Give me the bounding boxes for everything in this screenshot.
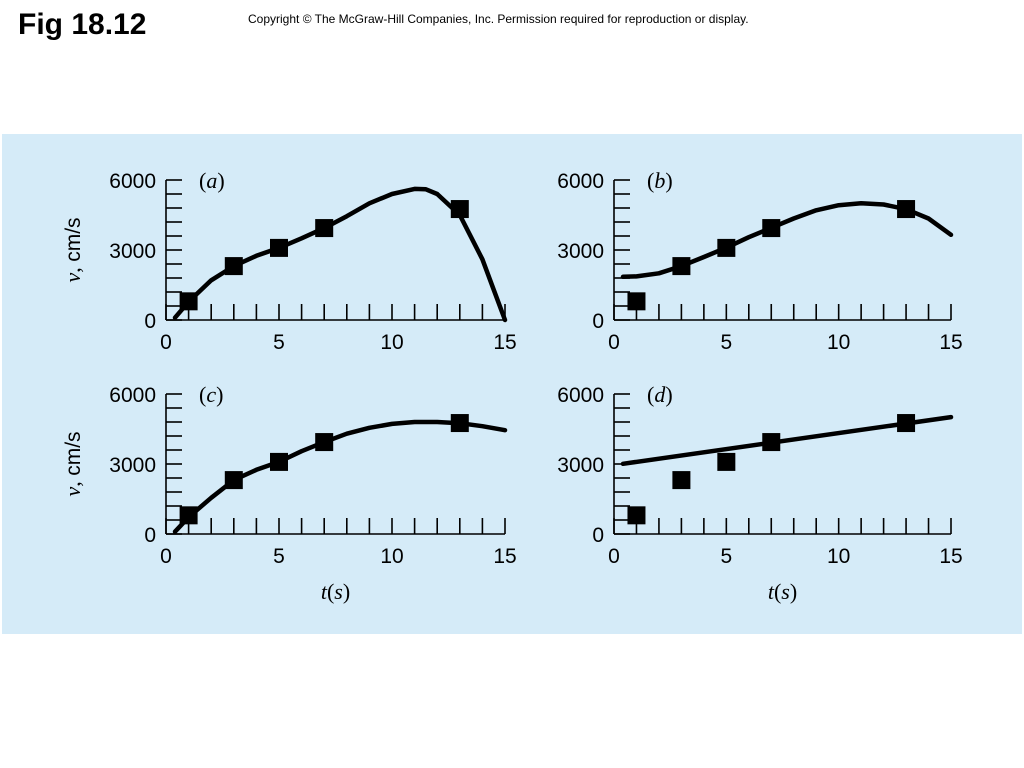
y-tick-label: 6000 — [557, 384, 604, 407]
y-tick-label: 6000 — [109, 170, 156, 193]
x-tick-label: 15 — [939, 331, 962, 354]
y-tick-label: 6000 — [109, 384, 156, 407]
panel-label: (c) — [199, 382, 223, 407]
x-tick-label: 5 — [273, 545, 285, 568]
x-tick-label: 0 — [160, 331, 172, 354]
x-tick-label: 10 — [380, 331, 403, 354]
y-tick-label: 0 — [144, 524, 156, 547]
x-tick-label: 0 — [160, 545, 172, 568]
data-point — [762, 433, 781, 452]
y-axis-title: v, cm/s — [60, 217, 85, 282]
data-point — [672, 257, 691, 276]
x-tick-label: 0 — [608, 331, 620, 354]
x-tick-label: 5 — [720, 331, 732, 354]
x-tick-label: 15 — [939, 545, 962, 568]
data-point — [450, 200, 469, 219]
slide-title: Fig 18.12 — [18, 8, 147, 41]
y-tick-label: 6000 — [557, 170, 604, 193]
fit-curve — [620, 201, 954, 280]
y-tick-label: 3000 — [109, 454, 156, 477]
data-point — [672, 471, 691, 490]
copyright-notice: Copyright © The McGraw-Hill Companies, I… — [248, 12, 749, 26]
data-point — [270, 452, 288, 471]
data-point — [179, 506, 198, 525]
fit-curve — [172, 419, 508, 534]
subplot-c: 0 5 10 15 0 3000 6000 (c) v, cm/s t(s) — [60, 382, 517, 604]
panel-label: (d) — [647, 382, 673, 407]
data-point — [717, 452, 736, 471]
data-point — [224, 257, 243, 276]
x-axis-title: t(s) — [768, 579, 797, 604]
data-point — [762, 219, 781, 238]
data-point — [717, 238, 736, 257]
data-point — [179, 292, 198, 311]
data-point — [627, 506, 646, 525]
panel-label: (a) — [199, 168, 225, 193]
x-tick-label: 15 — [493, 331, 516, 354]
x-tick-label: 15 — [493, 545, 516, 568]
figure-panel: 0 5 10 15 0 3000 6000 (a) v, cm/s 0 5 10 15 0 3000 6000… — [2, 134, 1022, 634]
panel-label: (b) — [647, 168, 673, 193]
data-point — [224, 471, 243, 490]
subplot-a: 0 5 10 15 0 3000 6000 (a) v, cm/s — [60, 168, 517, 354]
x-tick-label: 5 — [273, 331, 285, 354]
x-tick-label: 10 — [827, 331, 850, 354]
data-point — [897, 414, 916, 433]
x-axis-title: t(s) — [321, 579, 350, 604]
y-tick-label: 0 — [592, 524, 604, 547]
y-tick-label: 3000 — [557, 240, 604, 263]
data-point — [897, 200, 916, 219]
data-point — [627, 292, 646, 311]
figure-chart-grid: 0 5 10 15 0 3000 6000 (a) v, cm/s 0 5 10 15 0 3000 6000… — [60, 168, 963, 604]
x-tick-label: 10 — [380, 545, 403, 568]
fit-curve — [620, 414, 954, 467]
data-point — [450, 414, 469, 433]
x-tick-label: 5 — [720, 545, 732, 568]
x-tick-label: 10 — [827, 545, 850, 568]
x-tick-label: 0 — [608, 545, 620, 568]
y-tick-label: 0 — [592, 310, 604, 333]
subplot-b: 0 5 10 15 0 3000 6000 (b) — [557, 168, 962, 354]
subplot-d: 0 5 10 15 0 3000 6000 (d) t(s) — [557, 382, 962, 604]
data-point — [270, 238, 288, 257]
data-point — [315, 433, 334, 452]
y-tick-label: 3000 — [109, 240, 156, 263]
data-point — [315, 219, 334, 238]
y-tick-label: 3000 — [557, 454, 604, 477]
y-tick-label: 0 — [144, 310, 156, 333]
y-axis-title: v, cm/s — [60, 431, 85, 496]
